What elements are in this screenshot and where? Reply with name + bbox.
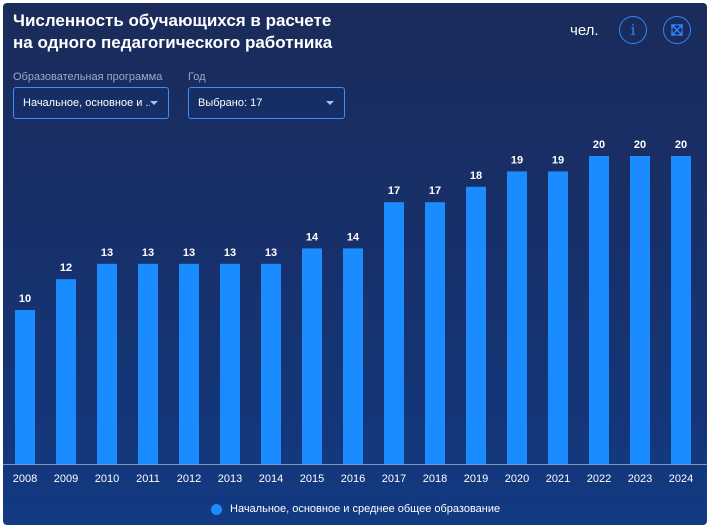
bar-2011[interactable]: [138, 263, 158, 464]
data-label-2024: 20: [675, 139, 687, 151]
bar-2024[interactable]: [671, 156, 691, 464]
x-tick-2017: 2017: [382, 473, 406, 485]
x-tick-2008: 2008: [13, 473, 37, 485]
data-label-2022: 20: [593, 139, 605, 151]
unit-label: чел.: [570, 22, 599, 39]
data-label-2008: 10: [19, 293, 31, 305]
x-tick-2012: 2012: [177, 473, 201, 485]
chart-panel: Численность обучающихся в расчете на одн…: [3, 3, 707, 525]
expand-button[interactable]: [663, 16, 691, 44]
x-tick-2024: 2024: [669, 473, 693, 485]
bar-2013[interactable]: [220, 263, 240, 464]
data-label-2012: 13: [183, 247, 195, 259]
bar-2018[interactable]: [425, 202, 445, 464]
x-tick-2018: 2018: [423, 473, 447, 485]
legend-swatch: [211, 503, 222, 515]
data-label-2019: 18: [470, 170, 482, 182]
x-tick-2015: 2015: [300, 473, 324, 485]
chevron-down-icon: [326, 101, 334, 105]
legend-label: Начальное, основное и среднее общее обра…: [230, 503, 501, 515]
data-label-2010: 13: [101, 247, 113, 259]
data-label-2014: 13: [265, 247, 277, 259]
title-line-1: Численность обучающихся в расчете: [13, 11, 332, 30]
x-tick-2013: 2013: [218, 473, 242, 485]
data-label-2018: 17: [429, 185, 441, 197]
chart-title: Численность обучающихся в расчете на одн…: [13, 10, 433, 54]
data-label-2021: 19: [552, 154, 564, 166]
bar-2022[interactable]: [589, 156, 609, 464]
x-tick-2023: 2023: [628, 473, 652, 485]
bar-2014[interactable]: [261, 263, 281, 464]
x-tick-2011: 2011: [136, 473, 160, 485]
x-tick-2019: 2019: [464, 473, 488, 485]
x-tick-2020: 2020: [505, 473, 529, 485]
bar-2021[interactable]: [548, 171, 568, 464]
bar-2019[interactable]: [466, 186, 486, 465]
title-line-2: на одного педагогического работника: [13, 33, 333, 52]
bar-2012[interactable]: [179, 263, 199, 464]
data-label-2023: 20: [634, 139, 646, 151]
program-filter-label: Образовательная программа: [13, 71, 163, 83]
x-tick-2016: 2016: [341, 473, 365, 485]
expand-icon: [671, 24, 683, 36]
bar-2016[interactable]: [343, 248, 363, 464]
data-label-2011: 13: [142, 247, 154, 259]
data-label-2016: 14: [347, 231, 360, 243]
data-label-2013: 13: [224, 247, 236, 259]
program-select-value: Начальное, основное и ...: [23, 97, 150, 109]
bar-2017[interactable]: [384, 202, 404, 464]
data-label-2017: 17: [388, 185, 400, 197]
x-tick-2009: 2009: [54, 473, 78, 485]
x-tick-2010: 2010: [95, 473, 119, 485]
data-label-2020: 19: [511, 154, 523, 166]
x-tick-2022: 2022: [587, 473, 611, 485]
data-label-2009: 12: [60, 262, 72, 274]
year-select[interactable]: Выбрано: 17: [188, 87, 345, 119]
info-button[interactable]: i: [619, 16, 647, 44]
year-filter-label: Год: [188, 71, 206, 83]
program-select[interactable]: Начальное, основное и ...: [13, 87, 169, 119]
bar-2008[interactable]: [15, 310, 35, 464]
bar-chart: 10 2008 12 2009 13 2010 13 2011 13 2012 13 2013 13 20…: [3, 139, 707, 485]
data-label-2015: 14: [306, 231, 319, 243]
legend[interactable]: Начальное, основное и среднее общее обра…: [211, 503, 500, 515]
info-icon: i: [630, 21, 636, 39]
bar-2023[interactable]: [630, 156, 650, 464]
x-tick-2021: 2021: [546, 473, 570, 485]
bar-2015[interactable]: [302, 248, 322, 464]
bar-2010[interactable]: [97, 263, 117, 464]
bar-2009[interactable]: [56, 279, 76, 464]
chevron-down-icon: [150, 101, 158, 105]
x-tick-2014: 2014: [259, 473, 283, 485]
bar-2020[interactable]: [507, 171, 527, 464]
year-select-value: Выбрано: 17: [198, 97, 263, 109]
